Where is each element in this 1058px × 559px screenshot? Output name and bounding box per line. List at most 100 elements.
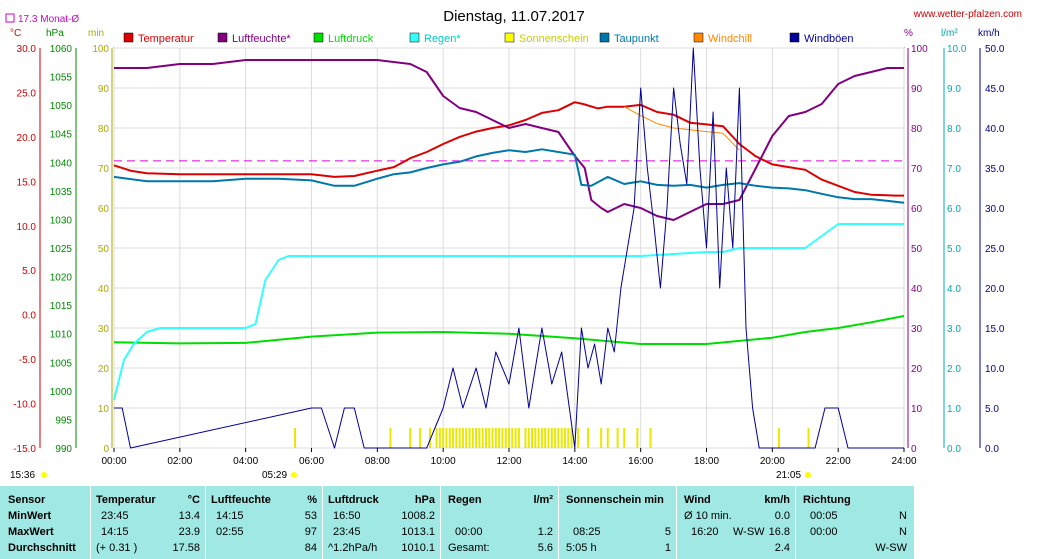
- temp-title: Temperatur: [96, 494, 156, 506]
- tick-label-wind_kmh: 20.0: [985, 284, 1005, 295]
- monthly-avg-icon: [5, 13, 15, 23]
- tick-label-wind_kmh: 15.0: [985, 324, 1005, 335]
- tick-label-rain_lm2: 9.0: [947, 84, 961, 95]
- sunshine-bar: [636, 428, 639, 448]
- row-label-avg: Durchschnitt: [8, 542, 76, 554]
- sunshine-bar: [527, 428, 530, 448]
- tick-label-pressure_hpa: 995: [55, 415, 72, 426]
- stats-col-direction: Richtung 00:05 N 00:00 N W-SW: [795, 486, 915, 559]
- tick-label-humidity_pct: 80: [911, 124, 923, 135]
- unit-wind: km/h: [978, 28, 1000, 39]
- temp-min-time: 23:45: [101, 510, 129, 522]
- tick-label-humidity_pct: 50: [911, 244, 923, 255]
- tick-label-temperature_c: -10.0: [13, 400, 36, 411]
- tick-label-rain_lm2: 2.0: [947, 364, 961, 375]
- x-tick-label: 24:00: [891, 456, 916, 467]
- sunshine-bar: [649, 428, 652, 448]
- tick-label-pressure_hpa: 1000: [50, 387, 73, 398]
- sunshine-bar: [807, 428, 810, 448]
- legend: Temperatur Luftfeuchte* Luftdruck Regen* Son…: [123, 32, 854, 45]
- tick-label-wind_kmh: 30.0: [985, 204, 1005, 215]
- sunshine-bar: [504, 428, 507, 448]
- sunshine-bar: [508, 428, 510, 448]
- monthly-avg-label: 17.3 Monat-Ø: [18, 14, 79, 25]
- wind-max-time: 16:20: [691, 526, 719, 538]
- unit-min: min: [88, 28, 104, 39]
- time-start-marker: [41, 472, 47, 478]
- tick-label-rain_lm2: 5.0: [947, 244, 961, 255]
- row-label-max: MaxWert: [8, 526, 54, 538]
- sunshine-bar: [488, 428, 491, 448]
- series-line-temperatur: [113, 101, 904, 197]
- hum-min-time: 14:15: [216, 510, 244, 522]
- rain-total-label: Gesamt:: [448, 542, 490, 554]
- tick-label-pressure_hpa: 1050: [50, 101, 73, 112]
- tick-label-humidity_pct: 40: [911, 284, 923, 295]
- legend-label: Windchill: [708, 33, 752, 45]
- tick-label-humidity_pct: 90: [911, 84, 923, 95]
- sunshine-bar: [554, 428, 557, 448]
- press-max-time: 23:45: [333, 526, 361, 538]
- sunrise-marker: [291, 472, 297, 478]
- tick-label-humidity_pct: 70: [911, 164, 923, 175]
- tick-label-sunshine_min: 0: [103, 444, 109, 455]
- sunshine-bar: [587, 428, 589, 448]
- sunshine-bar: [547, 428, 550, 448]
- sunshine-bar: [600, 428, 603, 448]
- sunshine-bar: [616, 428, 619, 448]
- temp-avg-note: (+ 0.31 ): [96, 542, 138, 554]
- sunshine-bar: [389, 428, 392, 448]
- tick-label-pressure_hpa: 1055: [50, 73, 73, 84]
- sunshine-bar: [465, 428, 468, 448]
- temp-min: 13.4: [178, 510, 200, 522]
- time-start: 15:36: [10, 470, 35, 481]
- sunshine-bar: [294, 428, 297, 448]
- legend-label: Windböen: [804, 33, 854, 45]
- x-tick-label: 08:00: [365, 456, 390, 467]
- sunshine-bar: [777, 428, 780, 448]
- tick-label-pressure_hpa: 1025: [50, 244, 73, 255]
- x-tick-label: 20:00: [760, 456, 785, 467]
- tick-label-temperature_c: 25.0: [17, 88, 37, 99]
- website-label: www.wetter-pfalzen.com: [913, 9, 1022, 20]
- chart-title: Dienstag, 11.07.2017: [443, 8, 585, 25]
- wind-max-dir: W-SW: [733, 526, 765, 538]
- press-min: 1008.2: [401, 510, 435, 522]
- tick-label-rain_lm2: 0.0: [947, 444, 961, 455]
- sunshine-bar: [455, 428, 458, 448]
- temp-avg: 17.58: [172, 542, 200, 554]
- tick-label-rain_lm2: 4.0: [947, 284, 961, 295]
- row-label-sensor: Sensor: [8, 494, 46, 506]
- tick-label-rain_lm2: 6.0: [947, 204, 961, 215]
- x-tick-label: 10:00: [431, 456, 456, 467]
- dir-min: N: [899, 510, 907, 522]
- sunshine-bar: [461, 428, 464, 448]
- press-max: 1013.1: [401, 526, 435, 538]
- sunshine-bar: [478, 428, 481, 448]
- tick-label-pressure_hpa: 1020: [50, 273, 73, 284]
- hum-max: 97: [304, 526, 317, 538]
- tick-label-pressure_hpa: 1040: [50, 158, 73, 169]
- sunshine-bar: [475, 428, 478, 448]
- x-tick-label: 00:00: [101, 456, 126, 467]
- wind-min-label: Ø 10 min.: [684, 510, 732, 522]
- wind-min: 0.0: [774, 510, 790, 522]
- sunset-marker: [805, 472, 811, 478]
- row-label-min: MinWert: [8, 510, 52, 522]
- sun-max: 5: [664, 526, 671, 538]
- wind-unit: km/h: [764, 494, 790, 506]
- legend-label: Regen*: [424, 33, 461, 45]
- sunshine-bar: [544, 428, 547, 448]
- sunshine-bar: [471, 428, 474, 448]
- sunshine-bar: [517, 428, 520, 448]
- temp-max-time: 14:15: [101, 526, 129, 538]
- sunshine-bar: [537, 428, 540, 448]
- tick-label-pressure_hpa: 1035: [50, 187, 73, 198]
- hum-max-time: 02:55: [216, 526, 244, 538]
- x-tick-label: 16:00: [628, 456, 653, 467]
- sunshine-bar: [570, 428, 573, 448]
- axes: 30.0 25.0 20.0 15.0 10.0 5.0 0.0 -5.0 -10.0 -15.0…: [13, 44, 1005, 455]
- sunshine-bar: [445, 428, 448, 448]
- sunshine-bar: [567, 428, 570, 448]
- hum-unit: %: [307, 494, 317, 506]
